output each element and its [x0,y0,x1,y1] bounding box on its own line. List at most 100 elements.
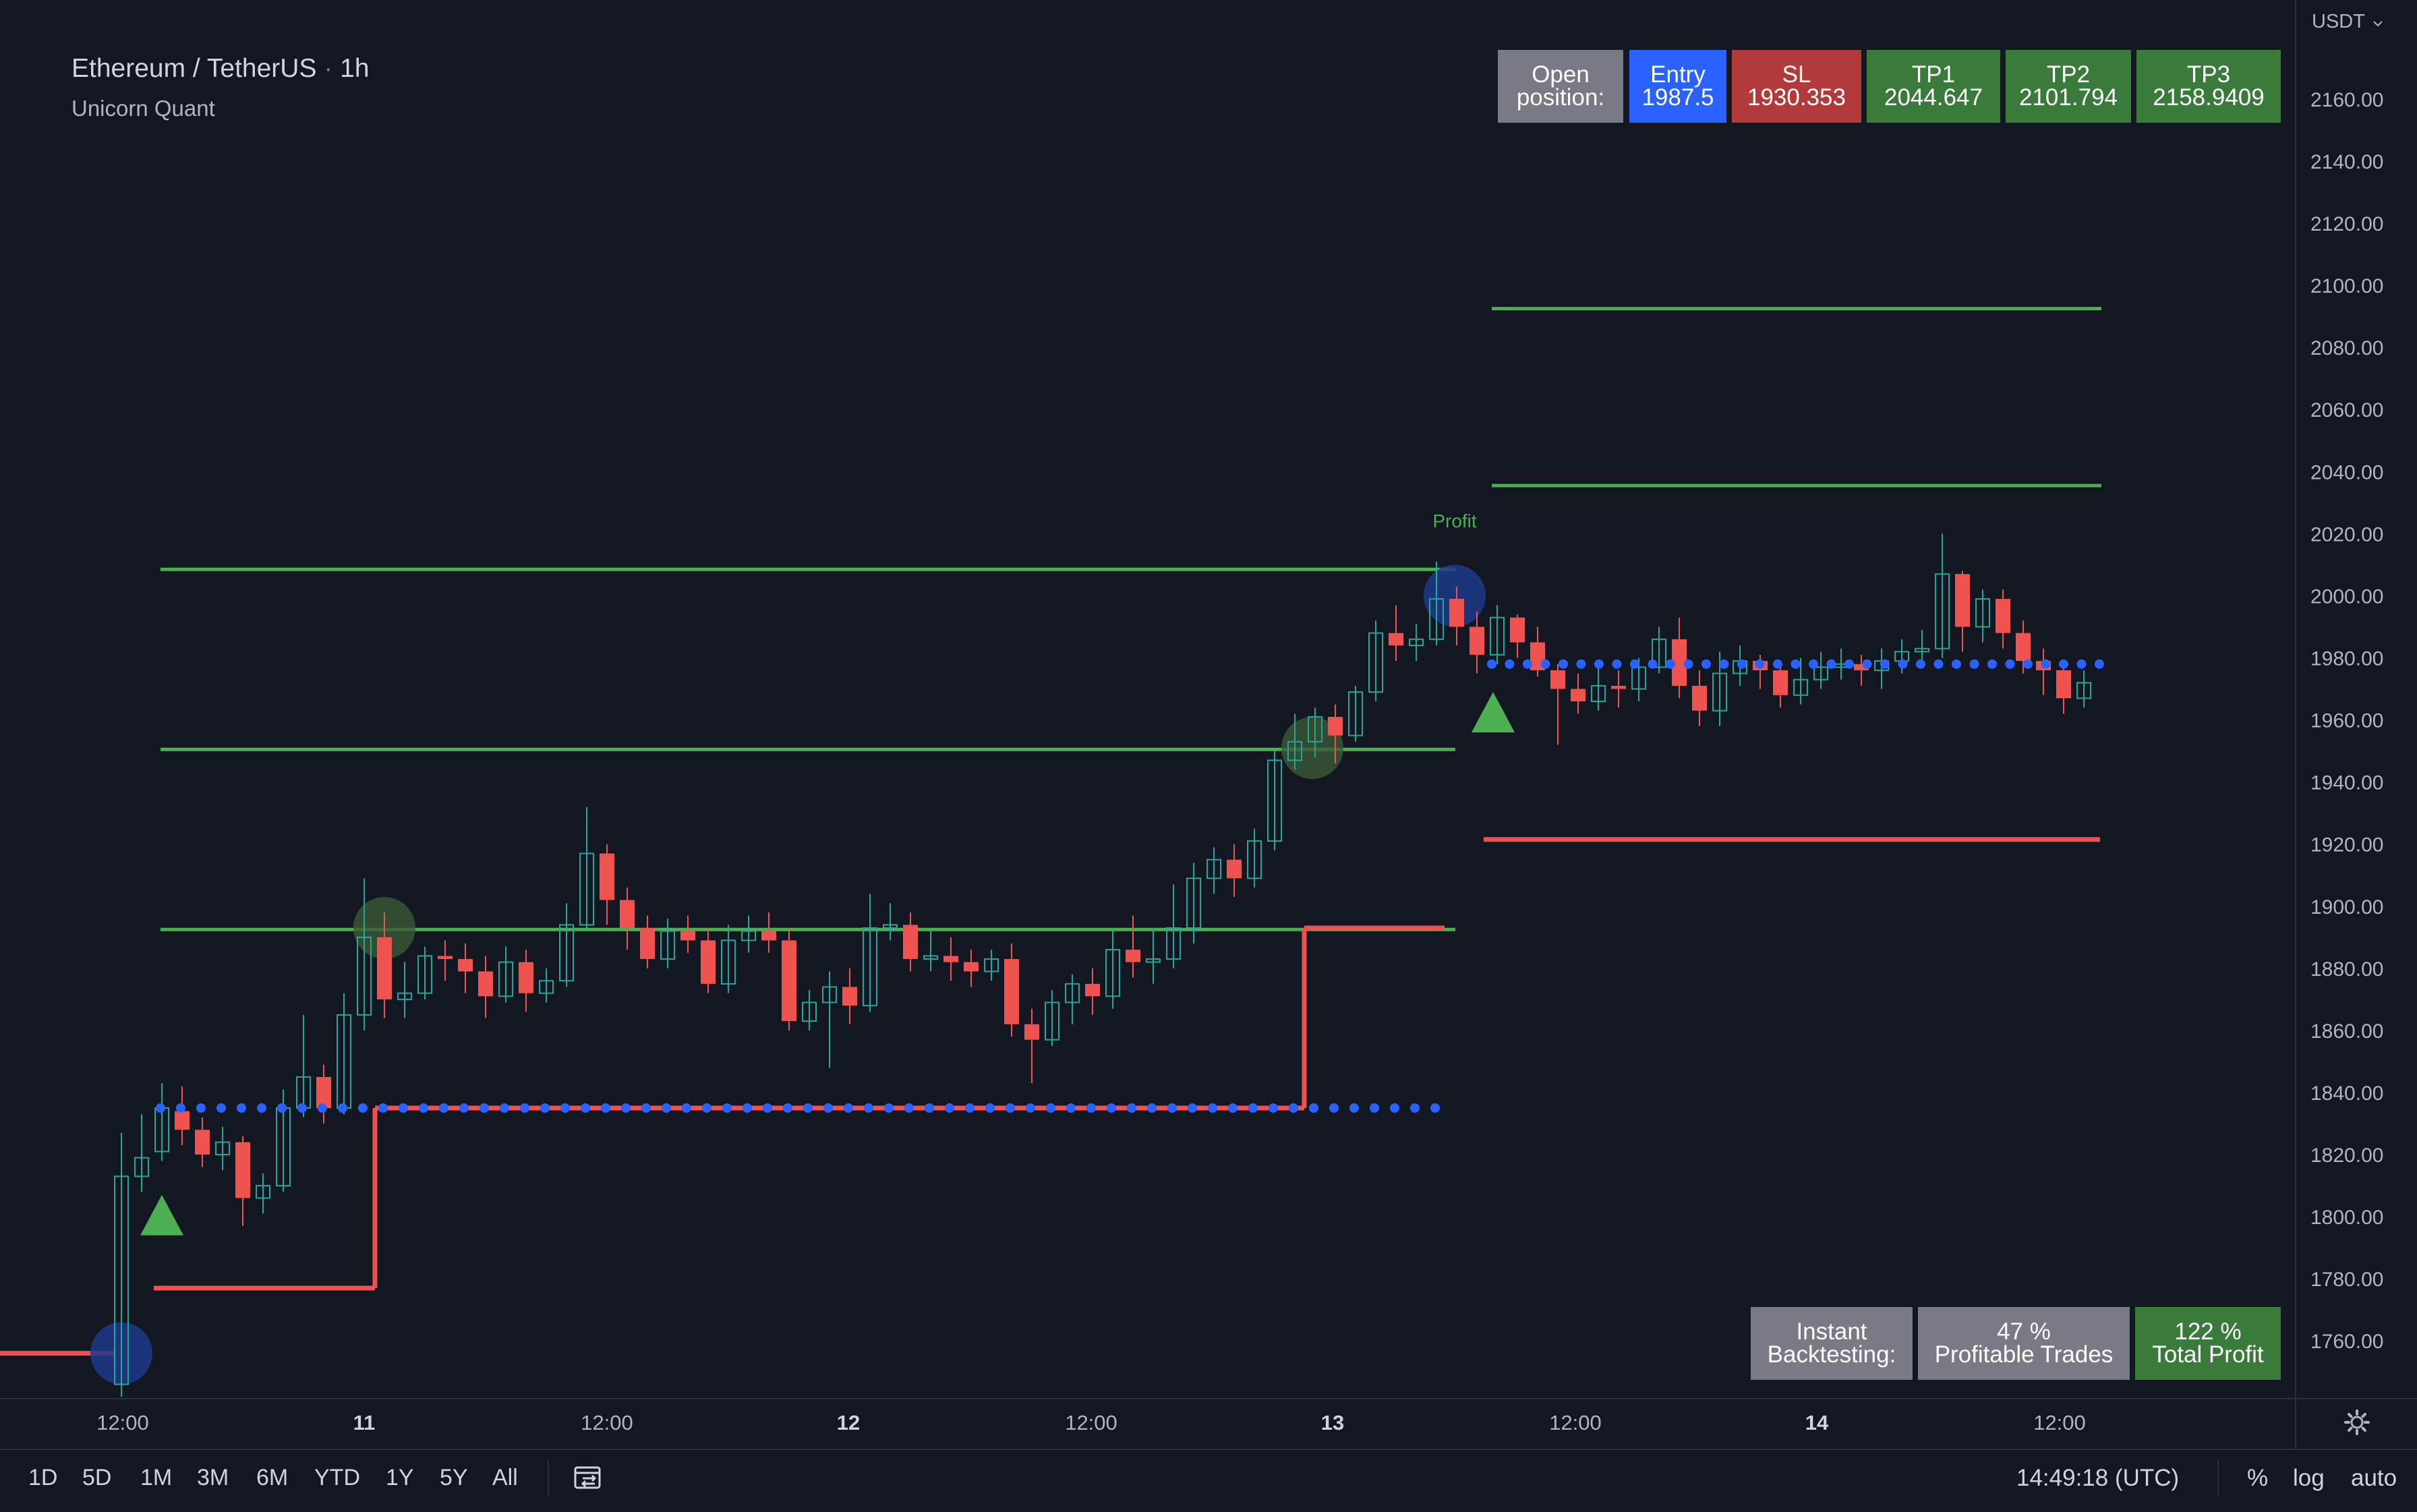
price-axis[interactable]: 1760.00 1780.00 1800.00 1820.00 1840.00 1860.… [2310,89,2383,1353]
percent-toggle[interactable]: % [2247,1465,2269,1491]
utc-clock[interactable]: 14:49:18 (UTC) [2016,1465,2180,1491]
toolbar-divider-right [2217,1459,2219,1497]
candle-body [377,937,392,999]
entry-price-dot [1933,659,1944,669]
date-range-icon[interactable] [573,1463,604,1492]
time-tick-label: 14 [1805,1411,1829,1434]
log-toggle[interactable]: log [2293,1465,2325,1491]
open-position-label-2: position: [1516,84,1605,111]
entry-price-dot [1208,1103,1217,1113]
price-tick-label: 1800.00 [2310,1206,2383,1229]
instant-backtesting-cell: Instant Backtesting: [1751,1307,1913,1380]
candle-body [1854,664,1869,670]
currency-selector[interactable]: USDT [2312,11,2383,33]
range-5d-button[interactable]: 5D [82,1465,112,1490]
candles-layer [114,533,2091,1397]
candle-body [1126,950,1140,962]
toolbar-divider [548,1459,549,1497]
candle-body [1348,691,1363,736]
tp2-label: TP2 [2046,61,2091,88]
time-tick-label: 12:00 [581,1411,633,1434]
entry-price-dot [1683,659,1693,669]
range-all-button[interactable]: All [492,1465,518,1490]
tp3-label: TP3 [2186,61,2231,88]
candle-body [600,853,614,900]
price-tick-label: 2000.00 [2310,585,2383,608]
candle-body [741,930,756,941]
entry-price-dot [378,1103,388,1113]
price-tick-label: 1900.00 [2310,896,2383,919]
entry-price-dot [641,1103,651,1113]
candle-body [559,924,574,982]
entry-price-dot [1127,1103,1136,1113]
entry-price-dot [338,1103,347,1113]
candle-body [1692,685,1707,711]
entry-price-dot [783,1103,792,1113]
candle-body [1045,1001,1059,1041]
candle-body [964,962,979,972]
candle-body [2076,682,2091,699]
candle-body [883,924,898,929]
candle-body [620,900,635,928]
price-tick-label: 1760.00 [2310,1331,2383,1353]
entry-price-dot [1487,659,1496,669]
range-1y-button[interactable]: 1Y [386,1465,414,1490]
time-axis[interactable]: 12:00 11 12:00 12 12:00 13 12:00 14 12:00 [96,1411,2086,1434]
entry-price-dot [722,1103,732,1113]
entry-price-dot [176,1103,185,1113]
candle-body [235,1142,250,1198]
entry-price-dot [1006,1103,1015,1113]
candle-body [357,936,372,1016]
price-tick-label: 1860.00 [2310,1020,2383,1043]
range-6m-button[interactable]: 6M [256,1465,289,1490]
entry-price-dot [1167,1103,1177,1113]
auto-toggle[interactable]: auto [2351,1465,2397,1491]
candle-body [640,927,655,960]
entry-price-dot [1916,659,1925,669]
range-1d-button[interactable]: 1D [28,1465,58,1490]
entry-price-dot [2041,659,2051,669]
entry-price-dot [985,1103,995,1113]
range-ytd-button[interactable]: YTD [314,1465,360,1490]
candle-body [782,940,796,1022]
candle-body [701,940,716,984]
candle-body [438,956,453,960]
range-5y-button[interactable]: 5Y [440,1465,468,1490]
entry-price-dot [1880,659,1890,669]
candle-body [1105,949,1120,997]
gear-icon[interactable] [2343,1408,2371,1436]
total-profit-cell: 122 % Total Profit [2135,1307,2281,1380]
open-position-cell: Open position: [1498,50,1623,123]
price-axis-panel[interactable] [2296,0,2417,1397]
buy-signal-triangle [140,1194,183,1235]
price-tick-label: 2060.00 [2310,399,2383,421]
time-tick-label: 12:00 [96,1411,149,1434]
candle-body [1652,638,1666,668]
price-tick-label: 2160.00 [2310,89,2383,111]
entry-price-dot [1147,1103,1157,1113]
buy-signal-triangle [1472,692,1515,733]
entry-dots-layer [156,659,2104,1113]
time-tick-label: 11 [353,1411,376,1434]
entry-price-dot [1540,659,1550,669]
entry-price-dot [318,1103,327,1113]
price-tick-label: 1780.00 [2310,1269,2383,1291]
chevron-down-icon [2373,21,2383,27]
entry-price-dot [1066,1103,1076,1113]
symbol-name: Ethereum / TetherUS [71,54,317,83]
range-1m-button[interactable]: 1M [140,1465,173,1490]
candle-body [1449,599,1464,627]
tp2-cell: TP2 2101.794 [2006,50,2131,123]
entry-signal-circle [1424,564,1486,627]
candle-body [478,971,493,997]
candle-body [863,927,877,1007]
range-3m-button[interactable]: 3M [197,1465,229,1490]
chart-title: Ethereum / TetherUS · 1h [71,54,370,84]
candle-body [1308,716,1322,743]
time-tick-label: 12:00 [2033,1411,2086,1434]
price-tick-label: 1880.00 [2310,958,2383,981]
title-separator: · [324,54,333,83]
price-tick-label: 1940.00 [2310,772,2383,794]
candle-body [984,958,999,972]
